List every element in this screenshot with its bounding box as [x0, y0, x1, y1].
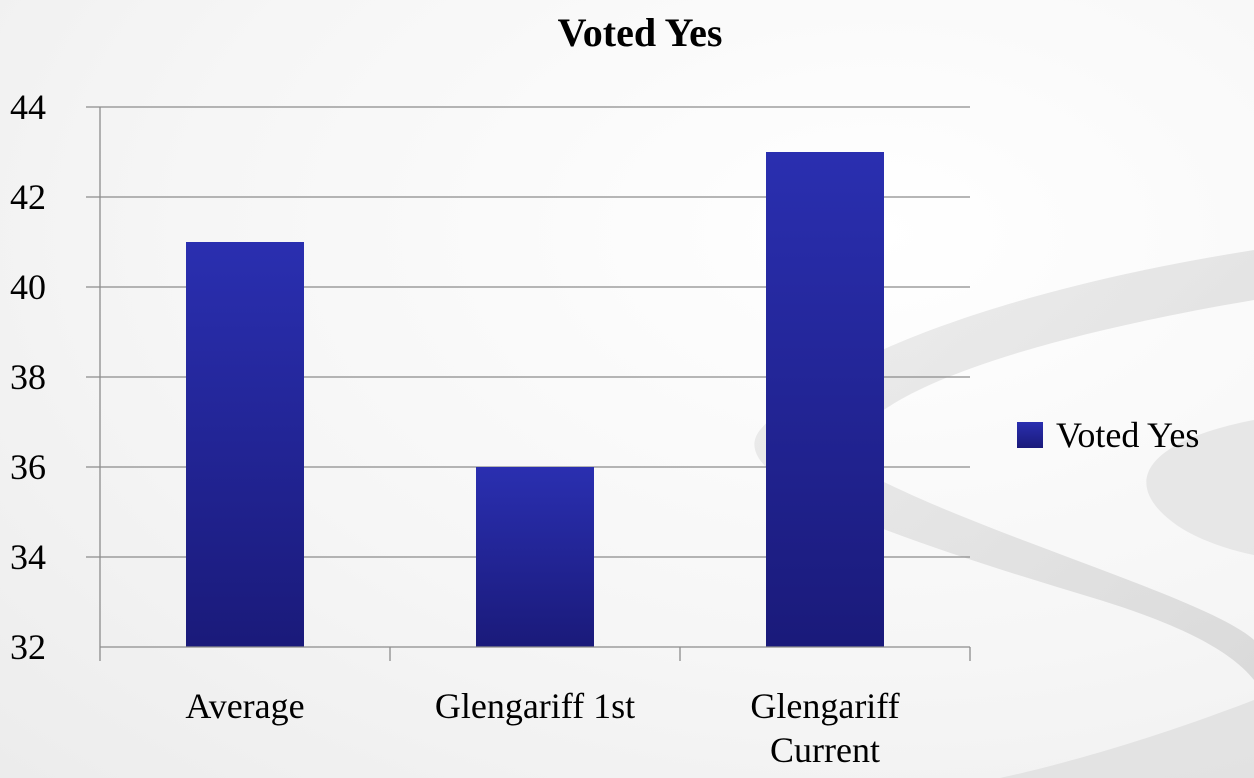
y-tick-label: 36: [10, 447, 46, 487]
y-tick-label: 34: [10, 537, 46, 577]
x-tick-label: Glengariff 1st: [435, 686, 635, 726]
x-tick-label: Glengariff Current: [750, 686, 899, 770]
legend: Voted Yes: [1017, 415, 1199, 455]
chart-title: Voted Yes: [558, 10, 723, 55]
bar-series: [186, 152, 884, 647]
legend-label: Voted Yes: [1056, 415, 1199, 455]
y-tick-label: 44: [10, 87, 46, 127]
y-tick-label: 38: [10, 357, 46, 397]
bar-0: [186, 242, 304, 647]
x-axis: Average Glengariff 1st Glengariff Current: [99, 107, 971, 770]
y-tick-label: 40: [10, 267, 46, 307]
bar-2: [766, 152, 884, 647]
x-tick-label: Average: [185, 686, 304, 726]
legend-swatch: [1017, 422, 1043, 448]
y-tick-label: 32: [10, 627, 46, 667]
y-tick-label: 42: [10, 177, 46, 217]
bar-1: [476, 467, 594, 647]
y-axis: 32 34 36 38 40 42 44: [10, 87, 46, 667]
